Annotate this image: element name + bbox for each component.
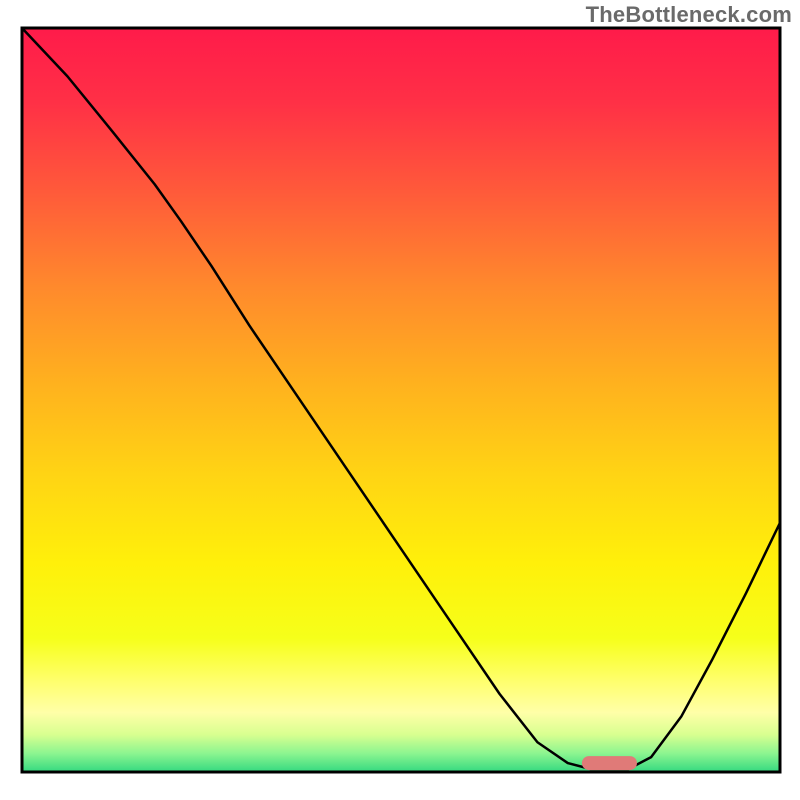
bottleneck-chart: [0, 0, 800, 800]
chart-container: { "watermark": { "text": "TheBottleneck.…: [0, 0, 800, 800]
optimal-marker: [582, 756, 637, 770]
watermark-text: TheBottleneck.com: [586, 2, 792, 28]
plot-background: [22, 28, 780, 772]
